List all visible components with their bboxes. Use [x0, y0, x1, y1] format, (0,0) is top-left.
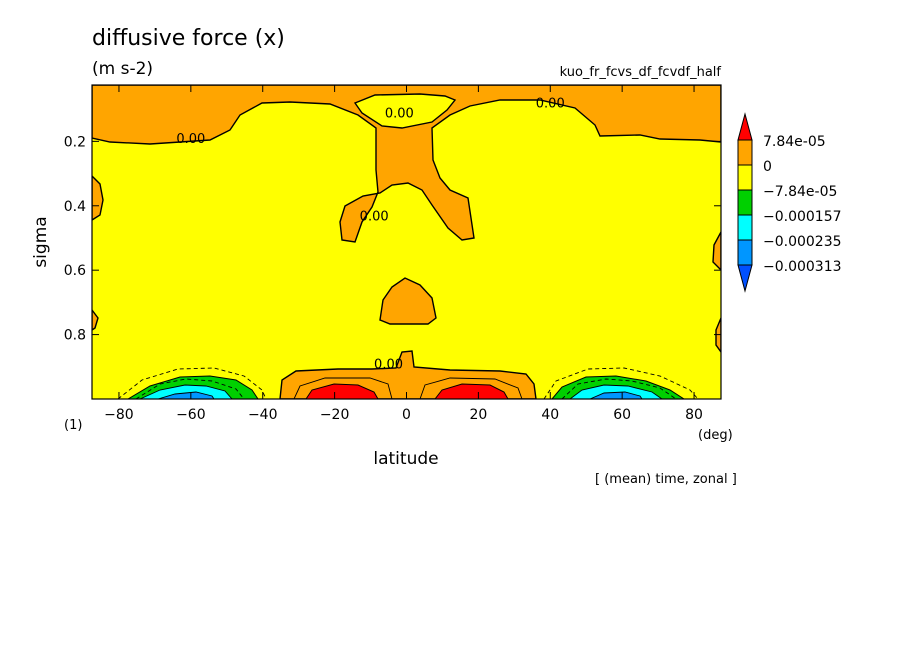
- colorbar-arrow-top: [737, 112, 753, 141]
- min-south-dash-mid: [135, 378, 245, 399]
- units-label: (m s-2): [92, 59, 153, 79]
- colorbar-label: −7.84e-05: [763, 184, 837, 200]
- x-tick-label: −60: [176, 407, 206, 423]
- min-north-dash-outer: [543, 367, 699, 399]
- panel-index: (1): [64, 418, 82, 433]
- contour-label: 0.00: [536, 97, 565, 112]
- y-axis: 0.2 0.4 0.6 0.8: [64, 134, 721, 344]
- experiment-name: kuo_fr_fcvs_df_fcvdf_half: [560, 65, 722, 80]
- colorbar-swatch: [737, 139, 753, 166]
- x-tick-label: 40: [541, 407, 559, 423]
- contour-field: [92, 85, 721, 399]
- x-tick-label: 60: [613, 407, 631, 423]
- contour-labels: 0.00 0.00 0.00 0.00 0.00: [176, 97, 564, 373]
- x-tick-label: 80: [685, 407, 703, 423]
- colorbar-label: 7.84e-05: [763, 134, 826, 150]
- contour-top-hole: [353, 93, 457, 129]
- x-tick-label: −40: [248, 407, 278, 423]
- y-axis-label: sigma: [31, 216, 51, 267]
- max-red-north: [434, 383, 509, 399]
- contour-left-blob-upper: [92, 175, 104, 221]
- contour-bottom-inner-west: [293, 377, 393, 399]
- min-south-dash-outer: [117, 367, 267, 399]
- contour-bottom-inner-east: [419, 377, 523, 399]
- y-tick-label: 0.2: [64, 134, 86, 150]
- colorbar-label: −0.000235: [763, 234, 842, 250]
- contour-label: 0.00: [374, 358, 403, 373]
- colorbar-swatch: [737, 164, 753, 191]
- colorbar-swatch: [737, 189, 753, 216]
- contour-label: 0.00: [176, 132, 205, 147]
- max-red-south: [305, 383, 379, 399]
- x-axis-label: latitude: [373, 449, 438, 469]
- contour-top-band: [92, 85, 721, 243]
- x-tick-label: 0: [402, 407, 411, 423]
- contour-label: 0.00: [360, 209, 389, 224]
- chart-title: diffusive force (x): [92, 26, 285, 51]
- x-tick-label: −20: [320, 407, 350, 423]
- colorbar-arrow-bottom: [737, 264, 753, 293]
- colorbar-label: 0: [763, 159, 772, 175]
- min-north-dash-mid: [561, 378, 677, 399]
- min-south-blue: [157, 391, 215, 399]
- x-axis: −80 −60 −40 −20 0 20 40 60 80: [104, 85, 703, 423]
- colorbar-label: −0.000313: [763, 259, 842, 275]
- contour-left-blob-lower: [92, 308, 99, 331]
- x-tick-label: 20: [469, 407, 487, 423]
- y-tick-label: 0.8: [64, 328, 86, 344]
- colorbar-swatch: [737, 239, 753, 266]
- colorbar-swatch: [737, 214, 753, 241]
- colorbar-label: −0.000157: [763, 209, 842, 225]
- y-tick-label: 0.4: [64, 199, 86, 215]
- contour-right-blob-upper: [712, 231, 721, 271]
- colorbar: 7.84e-05 0 −7.84e-05 −0.000157 −0.000235 −0.0…: [737, 112, 842, 293]
- min-north-blue: [589, 391, 643, 399]
- y-tick-label: 0.6: [64, 263, 86, 279]
- contour-label: 0.00: [385, 106, 414, 121]
- x-unit-label: (deg): [698, 428, 733, 443]
- x-tick-label: −80: [104, 407, 134, 423]
- footer-note: [ (mean) time, zonal ]: [595, 472, 737, 487]
- contour-mid-blob: [379, 277, 437, 325]
